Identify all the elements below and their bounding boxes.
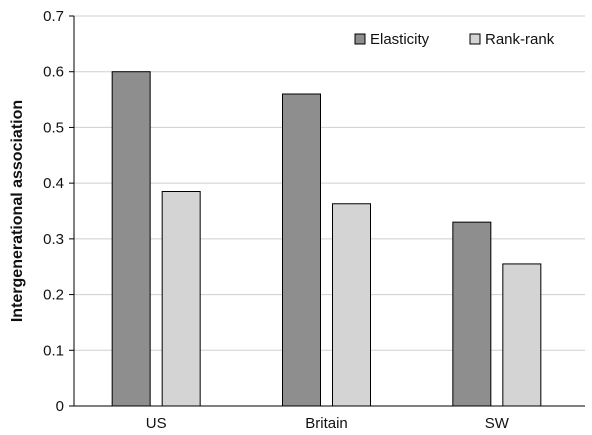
bar-elasticity-britain — [282, 93, 321, 407]
bar-elasticity-us — [111, 71, 151, 407]
legend-swatch — [469, 33, 481, 45]
legend-label: Rank-rank — [485, 31, 555, 48]
y-tick-label: 0.3 — [43, 231, 64, 248]
x-tick-labels: US Britain SW — [146, 415, 510, 432]
bars — [111, 71, 542, 407]
bar-rank-rank-britain — [332, 203, 371, 407]
x-tick-label: SW — [485, 415, 510, 432]
y-tick-labels: 0 0.1 0.2 0.3 0.4 0.5 0.6 0.7 — [43, 8, 64, 415]
y-tick-label: 0.2 — [43, 287, 64, 304]
legend-label: Elasticity — [370, 31, 430, 48]
y-tick-label: 0.7 — [43, 8, 64, 25]
bar-rank-rank-us — [161, 191, 201, 407]
y-tick-label: 0.6 — [43, 64, 64, 81]
bar-rank-rank-sw — [502, 263, 542, 407]
y-tick-label: 0.4 — [43, 175, 64, 192]
y-tick-label: 0.1 — [43, 342, 64, 359]
y-axis-title: Intergenerational association — [9, 100, 26, 322]
x-tick-label: Britain — [305, 415, 348, 432]
gridlines — [74, 15, 585, 351]
axes — [69, 15, 585, 407]
legend: Elasticity Rank-rank — [354, 31, 555, 48]
y-tick-label: 0.5 — [43, 119, 64, 136]
legend-swatch — [354, 33, 366, 45]
x-tick-label: US — [146, 415, 167, 432]
y-tick-label: 0 — [56, 398, 64, 415]
bar-elasticity-sw — [452, 221, 492, 407]
